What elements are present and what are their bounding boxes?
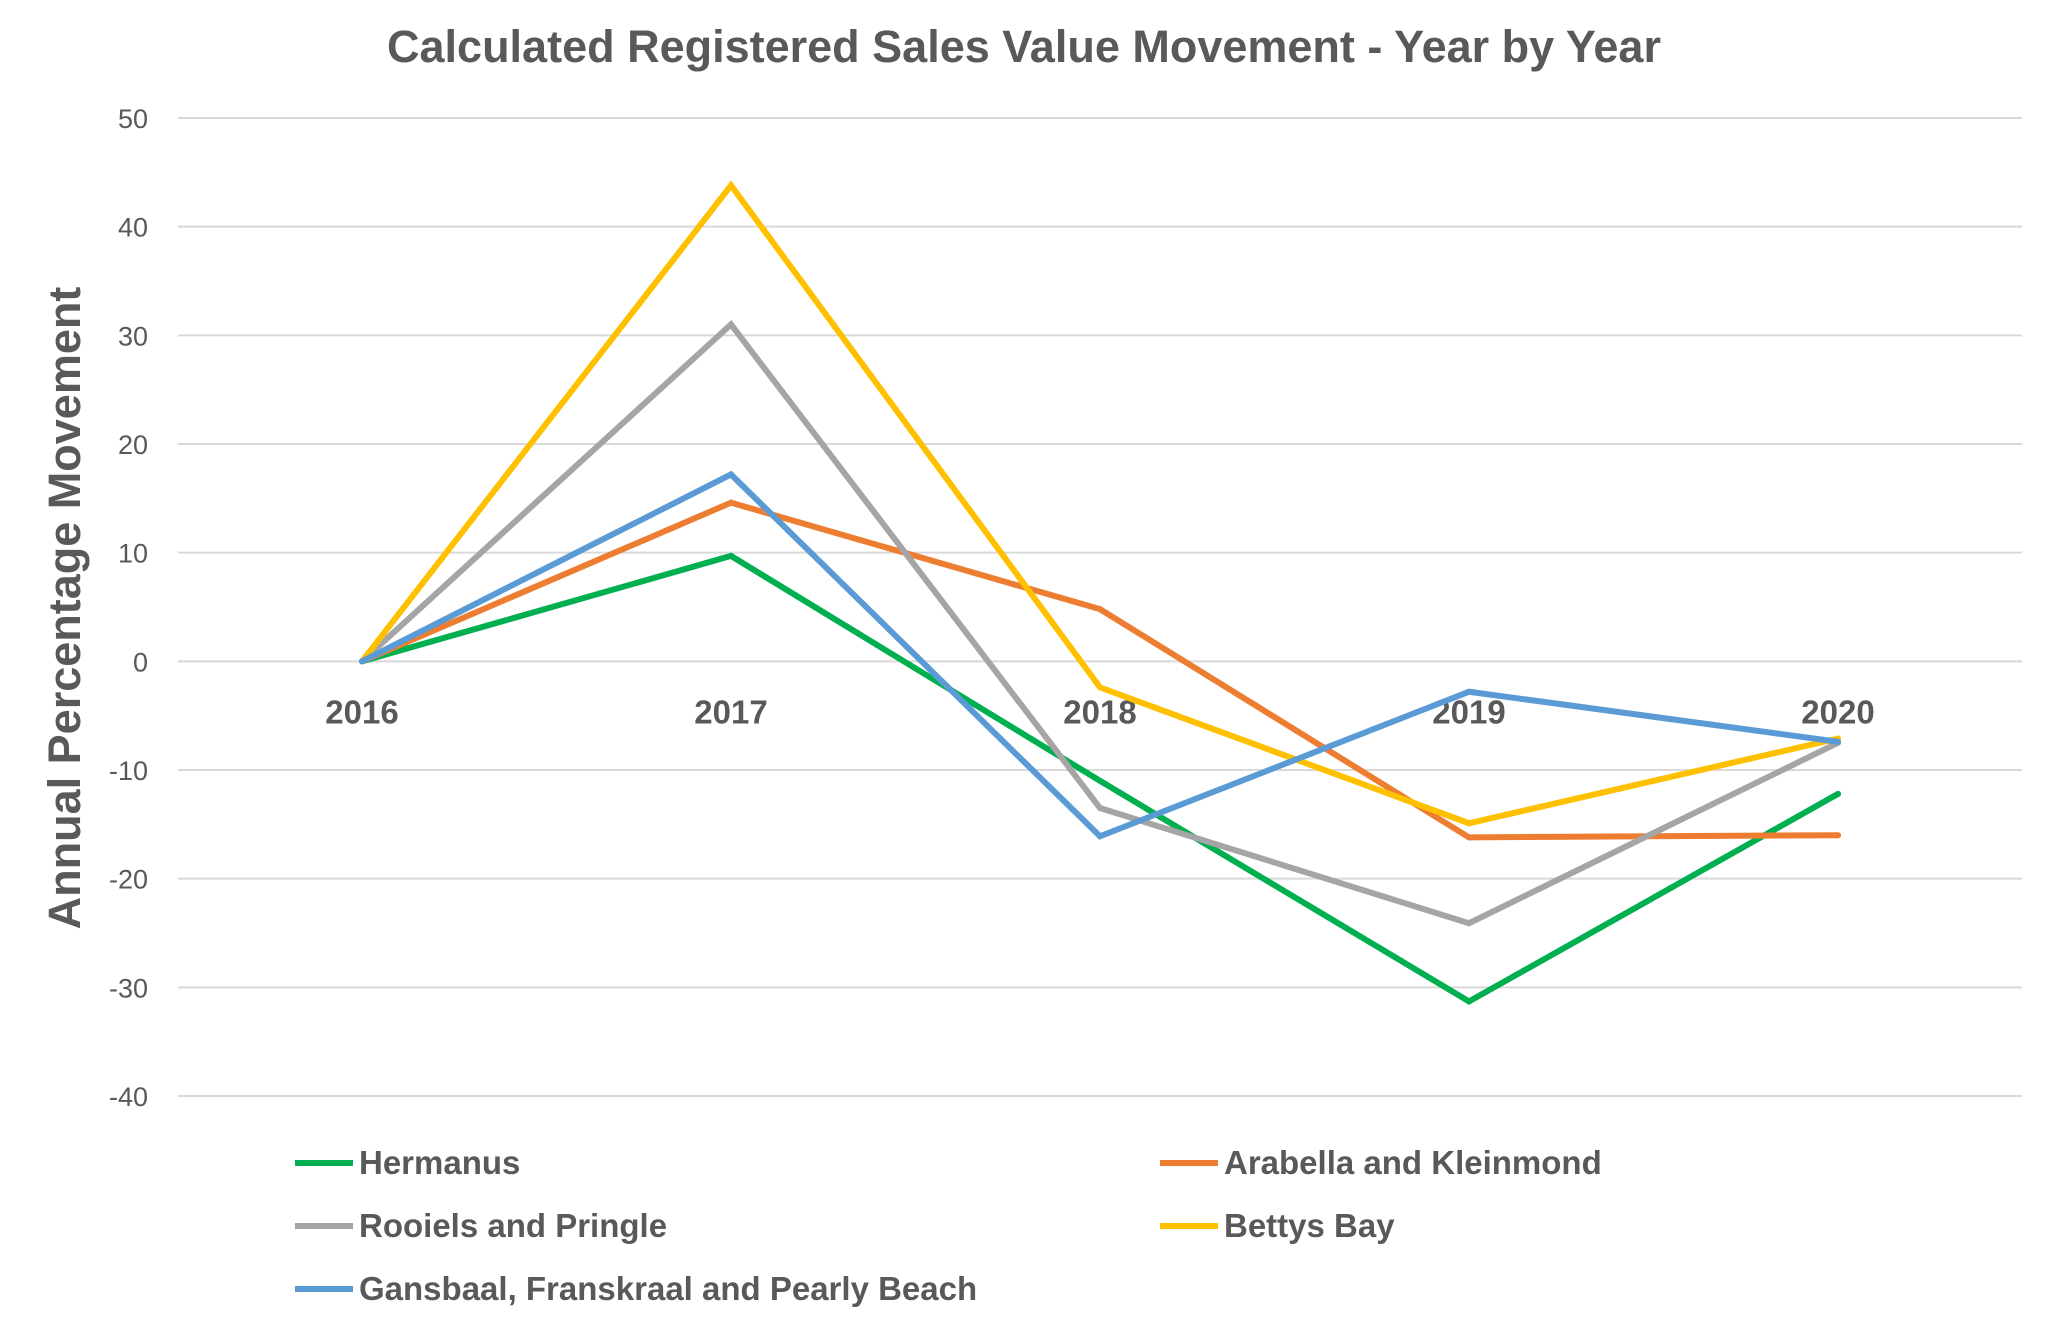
y-tick-label: -30 <box>109 973 148 1003</box>
y-tick-label: 0 <box>133 647 148 677</box>
legend-label: Gansbaal, Franskraal and Pearly Beach <box>359 1270 977 1307</box>
data-point <box>1466 688 1472 695</box>
y-tick-label: 50 <box>118 104 148 134</box>
data-point <box>1466 834 1472 841</box>
data-point <box>359 658 365 665</box>
legend-label: Bettys Bay <box>1224 1207 1395 1244</box>
data-point <box>1097 606 1103 613</box>
data-point <box>1466 820 1472 827</box>
data-point <box>1835 790 1841 797</box>
data-point <box>1097 805 1103 812</box>
y-axis-title: Annual Percentage Movement <box>39 287 90 930</box>
data-point <box>1097 833 1103 840</box>
data-point <box>728 182 734 189</box>
y-tick-label: -10 <box>109 756 148 786</box>
y-tick-label: 10 <box>118 539 148 569</box>
data-point <box>728 321 734 328</box>
series-0 <box>359 552 1841 1005</box>
data-point <box>728 499 734 506</box>
data-point <box>1835 832 1841 839</box>
data-point <box>1466 920 1472 927</box>
y-tick-label: 30 <box>118 321 148 351</box>
y-tick-label: -40 <box>109 1082 148 1112</box>
series-4 <box>359 470 1841 840</box>
x-tick-label: 2017 <box>694 693 767 730</box>
y-axis-ticks: 50 40 30 20 10 0 -10 -20 -30 -40 <box>109 104 148 1112</box>
y-tick-label: 20 <box>118 430 148 460</box>
series-lines <box>359 180 1841 1005</box>
legend: Hermanus Arabella and Kleinmond Rooiels an… <box>295 1144 1602 1307</box>
data-point <box>1466 998 1472 1005</box>
legend-label: Hermanus <box>359 1144 520 1181</box>
legend-item: Arabella and Kleinmond <box>1160 1144 1602 1181</box>
legend-label: Arabella and Kleinmond <box>1224 1144 1602 1181</box>
data-point <box>728 552 734 559</box>
legend-item: Bettys Bay <box>1160 1207 1395 1244</box>
x-tick-label: 2016 <box>325 693 398 730</box>
data-point <box>1835 738 1841 745</box>
data-point <box>1097 684 1103 691</box>
chart-title: Calculated Registered Sales Value Moveme… <box>387 21 1661 72</box>
x-axis-ticks: 2016 2017 2018 2019 2020 <box>325 693 1874 730</box>
y-tick-label: 40 <box>118 213 148 243</box>
gridlines <box>178 117 2022 1097</box>
data-point <box>728 471 734 478</box>
legend-item: Gansbaal, Franskraal and Pearly Beach <box>295 1270 977 1307</box>
legend-item: Hermanus <box>295 1144 520 1181</box>
legend-label: Rooiels and Pringle <box>359 1207 667 1244</box>
legend-item: Rooiels and Pringle <box>295 1207 667 1244</box>
data-point <box>1097 777 1103 784</box>
y-tick-label: -20 <box>109 865 148 895</box>
x-tick-label: 2020 <box>1801 693 1874 730</box>
